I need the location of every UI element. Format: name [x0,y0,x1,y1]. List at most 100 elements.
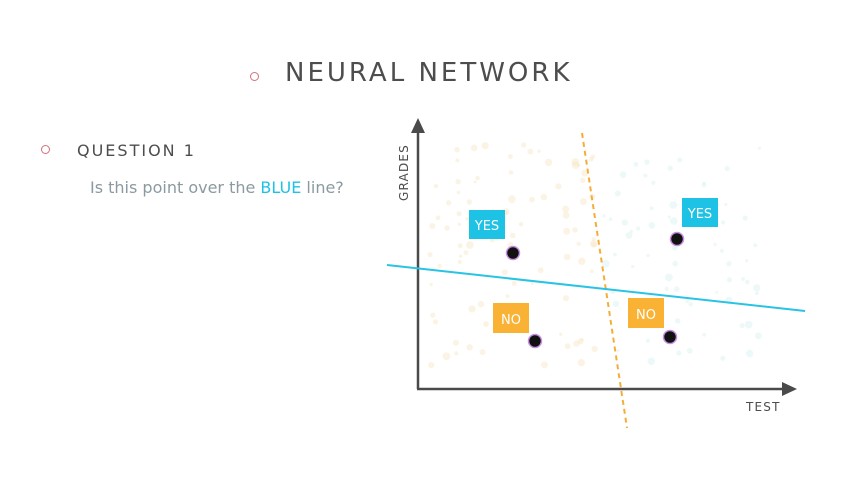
background-dot [455,158,460,163]
background-dot [616,349,620,353]
background-dot [755,291,759,296]
background-dot [428,362,435,369]
background-dot [456,211,462,217]
background-dot [540,193,548,201]
background-dot [457,222,462,226]
background-dot [432,319,439,325]
background-dot [509,232,516,239]
background-dot [702,181,706,185]
background-dot [477,300,485,308]
background-dot [721,220,726,225]
background-dot [541,361,548,369]
background-dot [671,244,678,251]
background-dot [701,182,707,188]
background-dot [578,257,586,265]
background-dot [457,243,463,249]
background-dot [677,157,683,163]
label-no-2-text: NO [636,308,656,323]
background-dot [529,196,535,203]
y-axis-arrow-icon [411,118,425,133]
label-yes-2-text: YES [687,207,712,222]
background-dot [475,175,480,181]
background-dot [559,332,563,336]
background-dot [537,149,541,153]
background-dot [571,158,580,166]
background-dot [562,211,570,219]
background-dot [463,250,469,256]
background-dot [625,232,633,239]
background-dot [588,157,594,162]
label-yes-1: YES [469,210,505,239]
background-dot [518,222,524,227]
background-dot [745,349,754,358]
background-dot [481,142,489,150]
background-dots [427,142,762,369]
background-dot [483,321,489,327]
background-dot [577,338,584,345]
background-dot [739,323,745,329]
background-dot [457,259,462,264]
background-dot [508,170,514,175]
x-axis-arrow-icon [782,382,797,396]
background-dot [544,158,553,167]
background-dot [742,215,748,221]
background-dot [648,222,656,229]
background-dot [676,350,682,356]
label-no-1: NO [493,303,529,333]
background-dot [649,206,654,211]
label-no-1-text: NO [501,313,521,328]
background-dot [612,300,620,307]
background-dot [562,295,570,302]
background-dot [555,183,562,190]
background-dot [651,180,656,185]
background-dot [456,190,461,195]
background-dot [727,277,732,283]
background-dot [619,171,627,178]
background-dot [466,199,472,205]
background-dot [571,161,580,170]
background-dot [590,269,594,274]
background-dot [466,344,473,351]
background-dot [444,225,450,231]
background-dot [442,352,451,361]
background-dot [715,290,719,294]
background-dot [672,260,678,267]
background-dot [508,154,513,159]
background-dot [757,146,762,150]
background-dot [635,226,641,231]
x-axis-label: TEST [745,400,781,414]
orange-boundary-line [581,132,628,429]
background-dot [505,294,510,299]
background-dot [633,161,639,167]
question-text-after: line? [301,178,344,197]
data-point [669,231,685,247]
question-label: QUESTION 1 [77,141,196,160]
background-dot [674,318,681,324]
background-dot [602,214,606,218]
background-dot [468,305,476,313]
background-dot [686,347,693,354]
background-dot [572,227,578,233]
background-dot [455,179,461,185]
data-point [662,329,678,345]
background-dot [446,200,452,206]
background-dot [590,240,598,248]
background-dot [665,273,673,282]
background-dot [508,195,516,204]
blue-boundary-line [386,264,806,312]
background-dot [580,177,586,183]
data-point [505,245,521,261]
background-dot [427,252,433,258]
background-dot [466,241,474,249]
background-dot [435,215,441,221]
background-dot [685,298,690,303]
background-dot [724,166,730,172]
background-dot [577,163,581,167]
data-point [527,333,543,349]
background-dot [644,159,650,165]
background-dot [719,248,724,253]
background-dot [564,343,571,350]
background-dot [608,217,613,222]
background-dot [591,345,598,353]
